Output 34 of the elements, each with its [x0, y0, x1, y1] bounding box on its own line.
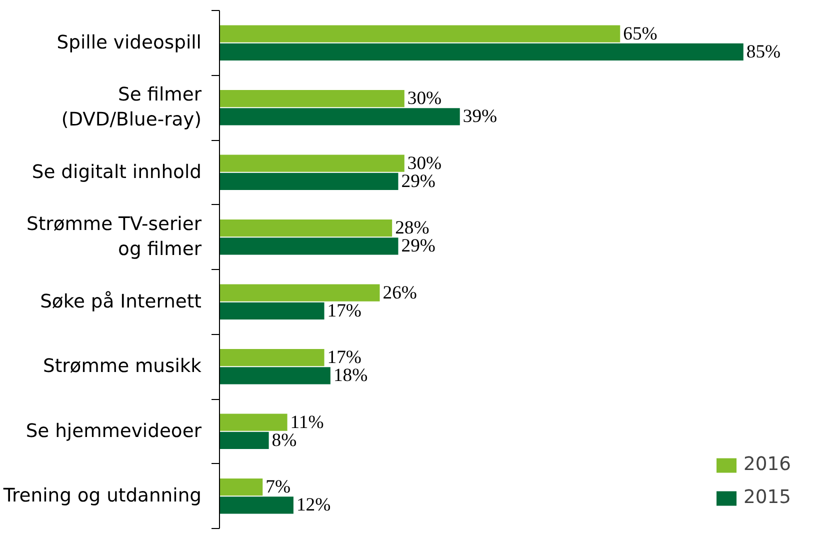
- bar: [220, 478, 263, 496]
- bar: [220, 90, 404, 108]
- bar: [220, 414, 288, 431]
- bar: [220, 348, 324, 366]
- y-tick-label: Søke på Internett: [40, 290, 202, 312]
- bar: [220, 43, 744, 61]
- bar: [220, 432, 269, 450]
- bar: [220, 108, 460, 126]
- data-label: 65%: [623, 23, 658, 44]
- data-label: 39%: [462, 106, 498, 128]
- data-label: 85%: [746, 41, 781, 62]
- data-label: 7%: [266, 476, 291, 498]
- bar: [220, 367, 330, 384]
- y-tick-label: Trening og utdanning: [2, 486, 202, 507]
- legend-label: 2015: [744, 487, 791, 508]
- bar: [220, 219, 392, 237]
- legend-label: 2016: [744, 454, 791, 475]
- y-tick-label: Se filmer (DVD/Blue-ray): [61, 84, 202, 131]
- y-tick-label: Se digitalt innhold: [32, 162, 202, 183]
- y-tick-label: Se hjemmevideoer: [26, 420, 202, 442]
- bar: [220, 238, 398, 255]
- data-label: 26%: [382, 282, 417, 304]
- bar: [220, 496, 294, 514]
- bar: [220, 302, 324, 320]
- data-label: 17%: [327, 300, 362, 322]
- y-tick-label: Spille videospill: [56, 32, 202, 54]
- data-label: 30%: [407, 88, 442, 110]
- y-tick-label: Strømme TV-serier og filmer: [26, 214, 202, 260]
- bar: [220, 25, 620, 42]
- bar: [220, 154, 404, 172]
- bar: [220, 172, 398, 190]
- bar: [220, 284, 380, 302]
- y-tick-label: Strømme musikk: [42, 356, 202, 378]
- data-label: 12%: [296, 494, 331, 516]
